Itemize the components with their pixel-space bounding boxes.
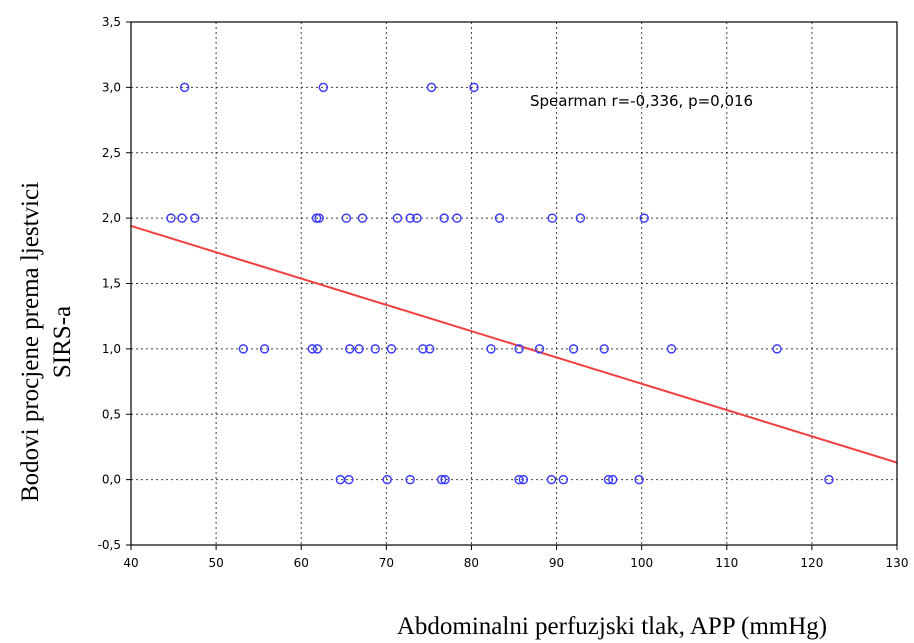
y-tick-label: 0,0 [102,473,121,487]
x-tick-label: 60 [294,556,309,570]
y-axis-label-line-1: Bodovi procjene prema ljestvici [17,182,44,502]
x-tick-label: 70 [379,556,394,570]
grid-layer [131,22,897,545]
scatter-point [608,474,618,485]
spearman-annotation: Spearman r=-0,336, p=0,016 [530,92,753,110]
x-tick-label: 50 [208,556,223,570]
y-tick-label: -0,5 [98,538,121,552]
y-tick-label: 1,5 [102,277,121,291]
scatter-point [311,213,322,223]
y-tick-label: 3,5 [102,15,121,29]
scatter-point [666,344,677,354]
x-tick-label: 100 [630,556,653,570]
scatter-point [405,213,415,223]
scatter-point [345,344,355,354]
scatter-point [405,474,415,485]
scatter-point [238,344,249,354]
scatter-point [177,213,187,223]
y-axis-label-line-2: SIRS-a [49,306,76,378]
scatter-point [486,344,496,354]
tick-layer: 40 50 60 70 80 90 100 110 120 130 -0,5 0,0 0,5 1,0 1,5… [98,15,909,570]
scatter-point [547,213,557,223]
scatter-point [412,213,422,223]
scatter-point [436,474,447,485]
scatter-point [546,474,557,485]
x-axis-label: Abdominalni perfuzjski tlak, APP (mmHg) [397,613,827,640]
point-layer [166,82,834,485]
x-tick-label: 120 [800,556,823,570]
scatter-point [469,82,479,93]
scatter-point [772,344,782,354]
x-tick-label: 130 [886,556,909,570]
scatter-point [639,213,649,223]
scatter-point [425,344,435,354]
scatter-point [575,213,586,223]
scatter-point [426,82,437,93]
scatter-point [307,344,317,354]
x-tick-label: 40 [123,556,138,570]
scatter-point [190,213,200,223]
x-tick-label: 90 [549,556,564,570]
scatter-point [599,344,609,354]
scatter-point [558,474,569,485]
scatter-point [314,213,324,223]
scatter-point [514,344,524,354]
scatter-point [392,213,403,223]
scatter-point [418,344,428,354]
scatter-point [259,344,270,354]
y-tick-label: 1,0 [102,342,121,356]
y-tick-label: 0,5 [102,407,121,421]
scatter-point [568,344,579,354]
y-tick-label: 3,0 [102,80,121,94]
scatter-point [354,344,364,354]
y-tick-label: 2,0 [102,211,121,225]
scatter-point [357,213,368,223]
fit-layer [130,225,898,464]
scatter-point [370,344,380,354]
scatter-point [179,82,190,93]
regression-line [130,225,898,464]
scatter-point [318,82,329,93]
scatter-point [534,344,545,354]
scatter-point [514,474,524,485]
scatter-point [344,474,354,485]
x-tick-label: 80 [464,556,479,570]
scatter-point [494,213,505,223]
scatter-point [440,474,450,485]
x-tick-label: 110 [715,556,738,570]
scatter-point [603,474,614,485]
y-tick-label: 2,5 [102,146,121,160]
scatter-point [386,344,397,354]
scatter-point [341,213,352,223]
scatter-point [382,474,392,485]
scatter-point [312,344,323,354]
scatter-point [166,213,176,223]
scatter-point [518,474,529,485]
scatter-point [824,474,834,485]
scatter-point [452,213,462,223]
plot-frame [130,21,898,546]
scatter-point [634,474,644,485]
scatter-point [439,213,449,223]
